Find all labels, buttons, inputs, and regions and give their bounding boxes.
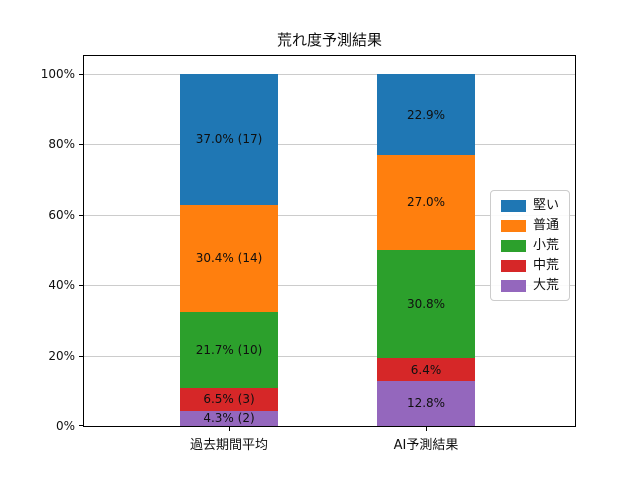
segment-label-小荒-1: 30.8% <box>406 297 446 312</box>
bar-segment-普通-0: 30.4% (14) <box>180 204 278 312</box>
x-tick-label-0: 過去期間平均 <box>189 438 268 453</box>
y-axis-tick-0% <box>79 425 83 426</box>
bar-segment-普通-1: 27.0% <box>377 154 475 250</box>
legend-swatch-中荒 <box>501 259 526 272</box>
bar-segment-小荒-0: 21.7% (10) <box>180 311 278 388</box>
legend-label-中荒: 中荒 <box>533 258 560 273</box>
y-axis-tick-60% <box>79 215 83 216</box>
legend-item-小荒: 小荒 <box>501 238 559 253</box>
legend-label-普通: 普通 <box>533 218 560 233</box>
segment-label-普通-1: 27.0% <box>406 195 446 210</box>
legend-swatch-小荒 <box>501 239 526 252</box>
segment-label-中荒-1: 6.4% <box>410 362 442 377</box>
bar-segment-小荒-1: 30.8% <box>377 250 475 359</box>
gridline-100% <box>84 74 575 75</box>
y-axis-tick-40% <box>79 285 83 286</box>
legend-label-大荒: 大荒 <box>533 278 560 293</box>
y-tick-label-80%: 80% <box>48 137 75 151</box>
bar-segment-中荒-0: 6.5% (3) <box>180 388 278 411</box>
bar-segment-堅い-0: 37.0% (17) <box>180 74 278 205</box>
bar-segment-堅い-1: 22.9% <box>377 74 475 155</box>
legend-item-中荒: 中荒 <box>501 258 559 273</box>
y-tick-label-60%: 60% <box>48 208 75 222</box>
y-axis-tick-20% <box>79 356 83 357</box>
legend-label-小荒: 小荒 <box>533 238 560 253</box>
x-axis-tick-1 <box>426 427 427 431</box>
bar-segment-大荒-1: 12.8% <box>377 380 475 426</box>
legend-swatch-普通 <box>501 219 526 232</box>
gridline-60% <box>84 215 575 216</box>
legend-label-堅い: 堅い <box>533 198 560 213</box>
legend-item-普通: 普通 <box>501 218 559 233</box>
segment-label-大荒-1: 12.8% <box>406 396 446 411</box>
legend-swatch-堅い <box>501 199 526 212</box>
legend-swatch-大荒 <box>501 279 526 292</box>
segment-label-堅い-0: 37.0% (17) <box>195 132 263 147</box>
chart-title: 荒れ度予測結果 <box>276 31 382 49</box>
segment-label-中荒-0: 6.5% (3) <box>203 392 255 407</box>
gridline-80% <box>84 144 575 145</box>
y-tick-label-100%: 100% <box>40 67 75 81</box>
segment-label-大荒-0: 4.3% (2) <box>203 411 255 426</box>
y-tick-label-20%: 20% <box>48 349 75 363</box>
segment-label-小荒-0: 21.7% (10) <box>195 342 263 357</box>
x-tick-label-1: AI予測結果 <box>393 438 459 453</box>
legend: 堅い普通小荒中荒大荒 <box>490 190 571 301</box>
plot-area: 0% 20% 40% 60% 80% 100% 4.3% (2) 6.5% (3) 21.7% … <box>41 55 576 453</box>
bar-segment-中荒-1: 6.4% <box>377 358 475 381</box>
y-axis-tick-80% <box>79 144 83 145</box>
legend-item-大荒: 大荒 <box>501 278 559 293</box>
y-tick-label-0%: 0% <box>55 419 75 433</box>
gridline-40% <box>84 285 575 286</box>
segment-label-普通-0: 30.4% (14) <box>195 251 263 266</box>
bar-segment-大荒-0: 4.3% (2) <box>180 410 278 426</box>
legend-item-堅い: 堅い <box>501 198 559 213</box>
segment-label-堅い-1: 22.9% <box>406 107 446 122</box>
y-axis-tick-100% <box>79 74 83 75</box>
gridline-20% <box>84 356 575 357</box>
y-tick-label-40%: 40% <box>48 278 75 292</box>
x-axis-tick-0 <box>229 427 230 431</box>
